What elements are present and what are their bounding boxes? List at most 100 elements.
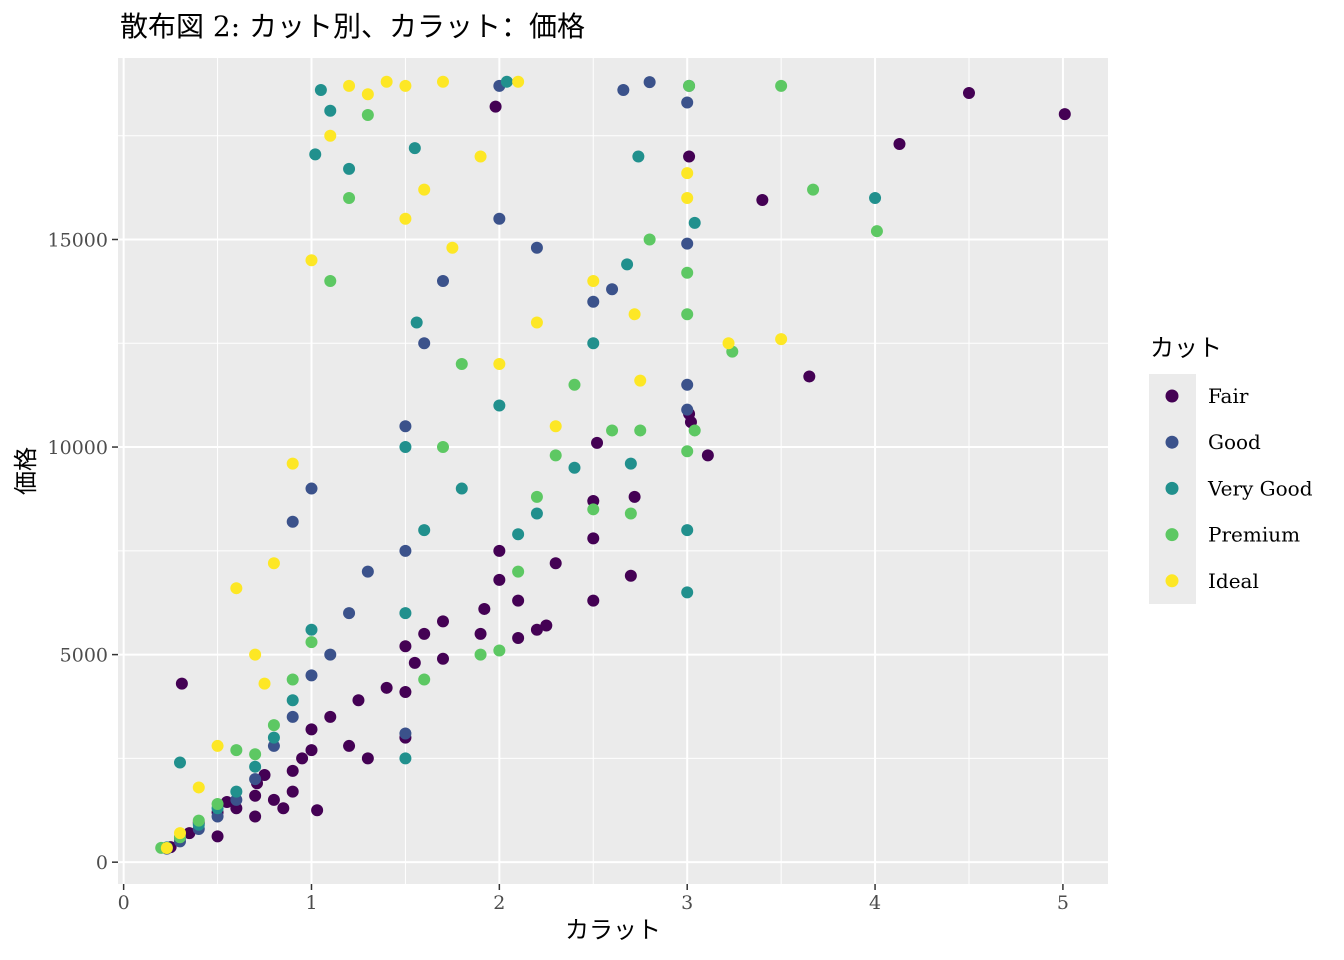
data-point <box>230 793 243 806</box>
data-point <box>192 781 205 794</box>
data-point <box>512 594 525 607</box>
y-tick-label: 15000 <box>48 229 108 251</box>
data-point <box>474 150 487 163</box>
data-point <box>296 752 309 765</box>
legend-key <box>1165 435 1179 449</box>
data-point <box>455 482 468 495</box>
data-point <box>681 445 694 458</box>
data-point <box>361 88 374 101</box>
data-point <box>493 399 506 412</box>
data-point <box>314 84 327 97</box>
data-point <box>681 308 694 321</box>
data-point <box>249 810 262 823</box>
data-point <box>408 142 421 155</box>
data-point <box>681 191 694 204</box>
data-point <box>418 524 431 537</box>
data-point <box>893 138 906 151</box>
data-point <box>493 212 506 225</box>
data-point <box>617 84 630 97</box>
x-tick-label: 3 <box>681 892 693 914</box>
data-point <box>399 79 412 92</box>
data-point <box>568 461 581 474</box>
data-point <box>380 681 393 694</box>
data-point <box>324 104 337 117</box>
data-point <box>305 623 318 636</box>
data-point <box>681 378 694 391</box>
data-point <box>500 75 513 88</box>
legend-label: Fair <box>1208 384 1249 408</box>
data-point <box>211 798 224 811</box>
data-point <box>436 275 449 288</box>
data-point <box>230 785 243 798</box>
data-point <box>305 669 318 682</box>
data-point <box>756 194 769 207</box>
data-point <box>436 75 449 88</box>
data-point <box>436 652 449 665</box>
data-point <box>568 378 581 391</box>
data-point <box>489 100 502 113</box>
legend-key <box>1165 389 1179 403</box>
data-point <box>324 275 337 288</box>
data-point <box>258 677 271 690</box>
data-point <box>343 191 356 204</box>
data-point <box>803 370 816 383</box>
data-point <box>286 515 299 528</box>
data-point <box>591 436 604 449</box>
data-point <box>681 167 694 180</box>
data-point <box>399 544 412 557</box>
data-point <box>399 607 412 620</box>
data-point <box>399 685 412 698</box>
data-point <box>530 241 543 254</box>
data-point <box>249 760 262 773</box>
data-point <box>183 827 196 840</box>
data-point <box>343 607 356 620</box>
data-point <box>807 183 820 196</box>
data-point <box>512 528 525 541</box>
data-point <box>606 424 619 437</box>
data-point <box>587 503 600 516</box>
data-point <box>643 76 656 89</box>
data-point <box>436 441 449 454</box>
data-point <box>628 308 641 321</box>
data-point <box>220 795 233 808</box>
data-point <box>455 358 468 371</box>
series-ideal <box>160 75 788 855</box>
data-point <box>512 632 525 645</box>
data-point <box>683 79 696 92</box>
data-point <box>587 295 600 308</box>
data-points <box>155 75 1071 855</box>
data-point <box>267 793 280 806</box>
data-point <box>230 582 243 595</box>
data-point <box>408 656 421 669</box>
data-point <box>681 403 694 416</box>
data-point <box>436 615 449 628</box>
data-point <box>249 748 262 761</box>
data-point <box>628 490 641 503</box>
data-point <box>681 524 694 537</box>
data-point <box>530 507 543 520</box>
data-point <box>305 636 318 649</box>
data-point <box>324 648 337 661</box>
data-point <box>343 162 356 175</box>
data-point <box>343 79 356 92</box>
series-fair <box>164 86 1071 854</box>
y-tick-label: 0 <box>96 852 108 874</box>
data-point <box>474 648 487 661</box>
legend: カット Fair Good Very Good Premium Ideal <box>1149 334 1313 604</box>
data-point <box>258 768 271 781</box>
data-point <box>380 75 393 88</box>
x-tick-label: 5 <box>1057 892 1069 914</box>
data-point <box>173 827 186 840</box>
data-point <box>305 744 318 757</box>
minor-gridlines <box>118 58 1108 884</box>
data-point <box>249 648 262 661</box>
data-point <box>478 602 491 615</box>
data-point <box>493 544 506 557</box>
data-point <box>286 710 299 723</box>
data-point <box>399 727 412 740</box>
data-point <box>192 814 205 827</box>
major-gridlines <box>118 58 1108 884</box>
data-point <box>324 710 337 723</box>
data-point <box>175 677 188 690</box>
